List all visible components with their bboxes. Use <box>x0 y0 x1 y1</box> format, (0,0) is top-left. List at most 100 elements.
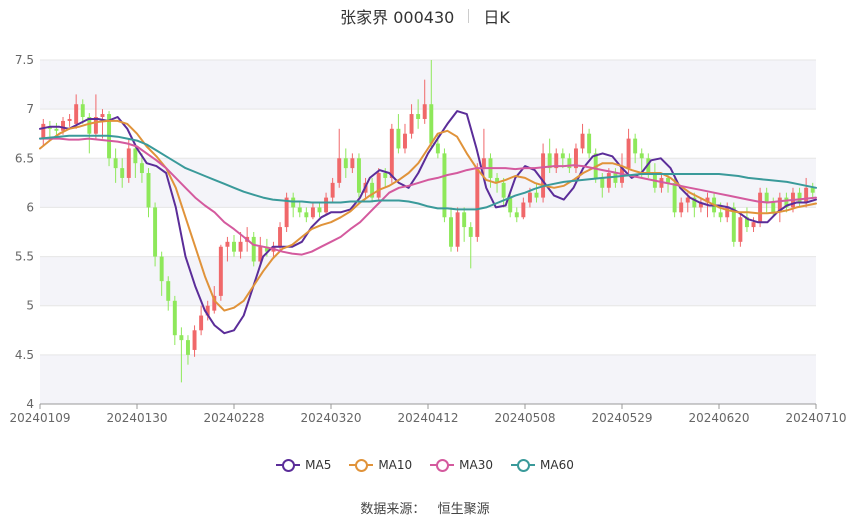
ma60-line <box>39 134 817 211</box>
period-label[interactable]: 日K <box>483 8 510 27</box>
candle-body <box>468 227 473 237</box>
y-tick-label: 7 <box>26 102 34 116</box>
candle-body <box>356 158 361 193</box>
candle-body <box>172 300 177 336</box>
candle-body <box>514 212 519 218</box>
candle-body <box>113 158 118 169</box>
grid-band <box>40 256 816 306</box>
legend-item-ma5[interactable]: MA5 <box>276 458 331 472</box>
candle-body <box>508 197 513 213</box>
candle-body <box>232 241 236 252</box>
ma5-line <box>39 110 817 335</box>
candle-body <box>547 153 552 169</box>
x-tick-label: 20240508 <box>494 411 555 425</box>
candle-body <box>495 177 500 183</box>
candle-body <box>159 256 164 282</box>
candle-body <box>804 187 809 203</box>
ma30-line <box>39 137 817 256</box>
candle-body <box>146 173 151 208</box>
y-tick-label: 5 <box>26 299 34 313</box>
candle-body <box>751 222 756 228</box>
candle-body <box>133 148 138 164</box>
legend-item-ma60[interactable]: MA60 <box>511 458 574 472</box>
candle-body <box>692 197 697 208</box>
candle-body <box>93 117 98 134</box>
candle-body <box>383 173 388 178</box>
candle-body <box>758 192 763 223</box>
candle-body <box>389 128 394 178</box>
candle-body <box>337 158 342 183</box>
candle-body <box>284 197 289 228</box>
legend-item-ma30[interactable]: MA30 <box>430 458 493 472</box>
candle-body <box>80 104 85 118</box>
candle-body <box>54 128 59 131</box>
candle-body <box>297 207 302 213</box>
candle-body <box>435 143 440 154</box>
candle-body <box>771 202 776 213</box>
candle-body <box>192 330 197 350</box>
candle-body <box>725 207 730 218</box>
candle-body <box>613 173 618 183</box>
candle-body <box>185 340 190 355</box>
candle-body <box>278 227 283 247</box>
y-tick-label: 4 <box>26 397 34 411</box>
candle-body <box>777 197 782 213</box>
candle-body <box>179 335 184 341</box>
candle-body <box>573 148 578 169</box>
grid-band <box>40 354 816 404</box>
candle-body <box>606 173 611 188</box>
candle-body <box>462 212 467 228</box>
stock-name-code: 张家界 000430 <box>340 8 455 27</box>
x-tick-label: 20240109 <box>9 411 70 425</box>
candle-body <box>633 138 638 154</box>
candle-body <box>810 187 815 193</box>
y-tick-label: 6 <box>26 200 34 214</box>
candle-body <box>291 197 296 208</box>
candle-body <box>639 153 644 159</box>
candle-body <box>527 192 532 203</box>
candle-body <box>797 192 802 203</box>
candle-body <box>317 207 322 213</box>
candle-body <box>74 104 79 124</box>
candle-body <box>521 202 526 218</box>
candle-body <box>449 217 453 247</box>
candle-body <box>679 202 684 213</box>
candle-body <box>67 118 72 121</box>
y-tick-label: 7.5 <box>15 53 34 67</box>
candle-body <box>698 202 703 208</box>
candle-body <box>501 182 506 198</box>
candle-body <box>560 153 565 159</box>
x-tick-label: 20240130 <box>106 411 167 425</box>
candle-body <box>376 173 381 198</box>
candle-body <box>166 281 171 301</box>
candle-body <box>251 236 256 262</box>
candle-body <box>534 192 539 198</box>
candle-body <box>685 197 690 203</box>
x-tick-label: 20240710 <box>785 411 846 425</box>
ma5-swatch-icon <box>276 458 301 472</box>
legend-item-ma10[interactable]: MA10 <box>349 458 412 472</box>
candle-body <box>731 207 736 242</box>
candle-body <box>310 207 315 218</box>
candle-body <box>225 241 230 247</box>
candle-body <box>350 158 355 169</box>
candle-body <box>705 197 710 203</box>
candle-body <box>139 163 144 174</box>
candle-body <box>718 212 723 218</box>
x-tick-label: 20240529 <box>591 411 652 425</box>
candle-body <box>481 158 486 169</box>
legend-label-ma5: MA5 <box>305 458 332 472</box>
data-source: 数据来源： 恒生聚源 <box>0 498 850 517</box>
x-tick-label: 20240620 <box>688 411 749 425</box>
legend-label-ma30: MA30 <box>459 458 494 472</box>
ma60-swatch-icon <box>511 458 536 472</box>
candle-body <box>416 114 421 119</box>
chart-title: 张家界 000430 日K <box>0 4 850 28</box>
candle-body <box>587 133 592 154</box>
candle-body <box>541 153 546 198</box>
y-tick-label: 5.5 <box>15 250 34 264</box>
candle-body <box>626 138 631 169</box>
y-tick-label: 6.5 <box>15 151 34 165</box>
legend: MA5 MA10 MA30 MA60 <box>0 458 850 472</box>
